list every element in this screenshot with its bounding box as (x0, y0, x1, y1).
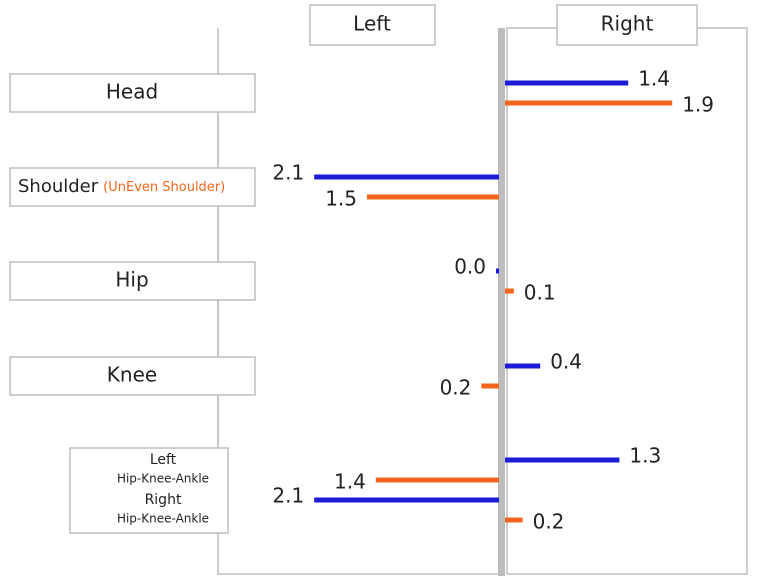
bar (375, 477, 499, 483)
value-label: 1.4 (334, 470, 366, 494)
row-label-subtitle: Hip-Knee-Ankle (117, 512, 209, 526)
row-label-title: Left (150, 452, 177, 468)
left-header-label: Left (353, 12, 391, 36)
value-label: 0.1 (524, 281, 556, 305)
bar (505, 457, 620, 463)
bar (314, 174, 499, 180)
row-label-title: Right (145, 492, 182, 508)
row-label: Hip (115, 268, 148, 292)
bar (314, 497, 499, 503)
row-label: Knee (107, 363, 157, 387)
value-label: 0.4 (550, 350, 582, 374)
row-label-box (9, 261, 256, 301)
bar (496, 268, 499, 274)
row-label-subtitle: Hip-Knee-Ankle (117, 472, 209, 486)
value-label: 1.3 (629, 444, 661, 468)
value-label: 0.2 (440, 376, 472, 400)
row-label-text: Shoulder (18, 176, 99, 197)
value-label: 2.1 (272, 484, 304, 508)
row-label: Shoulder (UnEven Shoulder) (18, 176, 225, 197)
right-header (556, 4, 698, 46)
center-axis (498, 28, 505, 576)
left-header (309, 4, 436, 46)
bar (481, 383, 499, 389)
row-label-box (9, 73, 256, 113)
bar (367, 194, 499, 200)
row-label-box (69, 447, 229, 534)
bar (505, 80, 629, 86)
value-label: 1.5 (325, 187, 357, 211)
row-label-box (9, 356, 256, 396)
value-label: 2.1 (272, 161, 304, 185)
value-label: 1.4 (638, 67, 670, 91)
bar (505, 288, 514, 294)
row-note: (UnEven Shoulder) (103, 180, 225, 195)
bar (505, 363, 541, 369)
value-label: 0.0 (454, 255, 486, 279)
row-label-box (9, 167, 256, 207)
row-label: Head (106, 80, 158, 104)
bar (505, 517, 523, 523)
bar (505, 100, 673, 106)
value-label: 1.9 (682, 93, 714, 117)
right-header-label: Right (601, 12, 654, 36)
value-label: 0.2 (533, 510, 565, 534)
